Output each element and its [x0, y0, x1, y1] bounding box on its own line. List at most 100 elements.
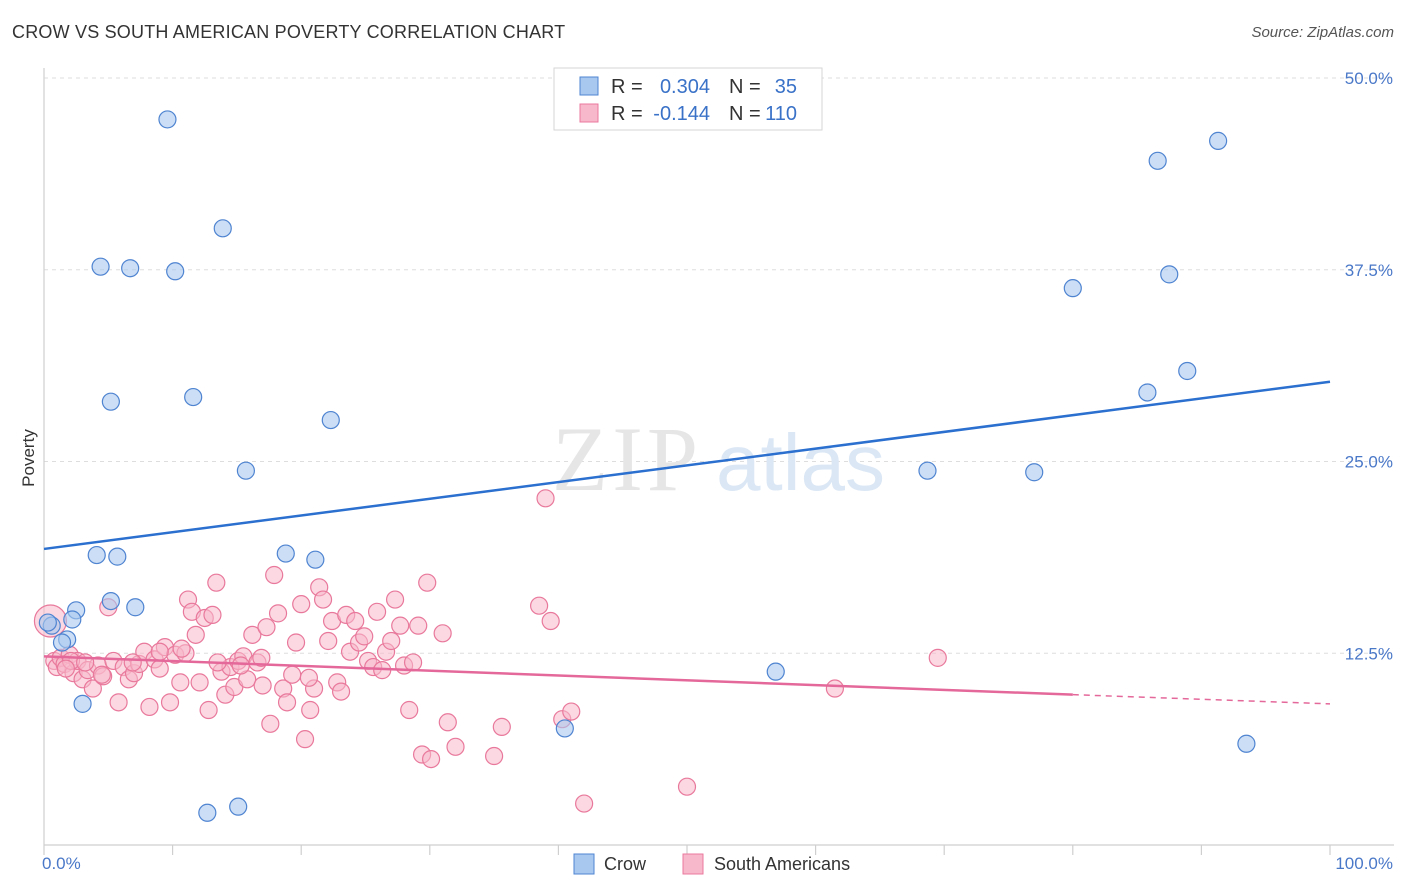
crow-point: [229, 797, 248, 816]
sa-point: [186, 625, 205, 644]
sa-point: [172, 639, 191, 658]
crow-point: [158, 110, 177, 129]
sa-point: [433, 624, 452, 643]
sa-point: [140, 697, 159, 717]
crow-point: [276, 544, 295, 563]
sa-point: [403, 653, 423, 672]
crow-point: [918, 461, 937, 480]
sa-point: [492, 717, 511, 736]
watermark: ZIP atlas: [552, 408, 885, 510]
sa-point: [243, 625, 262, 644]
bottom-legend: Crow South Americans: [573, 853, 850, 875]
crow-point: [1209, 131, 1228, 150]
sa-point: [252, 648, 271, 667]
crow-point: [213, 219, 232, 238]
sa-point: [109, 693, 128, 712]
sa-point: [92, 665, 111, 684]
sa-point: [160, 693, 180, 712]
sa-point: [530, 596, 549, 615]
sa-point: [331, 682, 351, 701]
sa-point: [150, 659, 169, 678]
x-tick-label-end: 100.0%: [1335, 854, 1393, 873]
sa-point: [295, 730, 315, 749]
legend-swatch: [579, 103, 599, 123]
crow-point: [166, 262, 185, 281]
sa-point: [301, 700, 320, 720]
crow-point: [766, 662, 785, 681]
sa-point: [562, 702, 581, 721]
sa-point: [438, 713, 457, 732]
legend-r-value: 0.304: [660, 76, 710, 98]
crow-point: [1138, 383, 1157, 402]
sa-point: [171, 673, 190, 692]
crow-point: [1063, 279, 1082, 298]
crow-point: [101, 392, 120, 411]
chart-title: CROW VS SOUTH AMERICAN POVERTY CORRELATI…: [12, 22, 566, 42]
legend-n-value: 110: [765, 103, 797, 125]
crow-points: [38, 110, 1256, 822]
y-tick-label: 12.5%: [1345, 644, 1393, 663]
crow-legend-swatch: [573, 853, 595, 875]
crow-point: [87, 545, 106, 565]
sa-point: [536, 489, 555, 508]
crow-point: [108, 547, 127, 566]
y-tick-label: 37.5%: [1345, 261, 1393, 280]
sa-point: [203, 605, 222, 625]
axis-labels: 12.5% 25.0% 37.5% 50.0% 0.0% 100.0% Poverty: [19, 69, 1393, 873]
watermark-atlas: atlas: [716, 418, 885, 507]
sa-point: [123, 653, 142, 672]
sa-point: [83, 679, 102, 698]
axes: [43, 68, 1394, 855]
sa-point: [253, 676, 272, 695]
legend-n-label: N =: [729, 103, 761, 125]
sa-point: [207, 573, 226, 592]
crow-point: [38, 613, 57, 632]
sa-point: [346, 611, 365, 631]
crow-point: [1178, 361, 1197, 381]
sa-trend-line: [43, 655, 1073, 696]
y-axis-label: Poverty: [19, 429, 38, 487]
crow-point: [555, 719, 574, 738]
sa-point: [261, 714, 280, 733]
crow-point: [101, 591, 120, 611]
legend-n-value: 35: [775, 76, 797, 98]
sa-point: [382, 631, 401, 651]
sa-point: [56, 659, 75, 678]
sa-trend-extension: [1072, 693, 1331, 705]
south-americans-points: [33, 489, 947, 813]
crow-point: [184, 387, 203, 407]
sa-point: [541, 611, 560, 631]
crow-point: [121, 259, 140, 278]
crow-point: [1237, 734, 1256, 753]
sa-point: [283, 665, 302, 684]
sa-point: [400, 700, 419, 720]
crow-point: [91, 257, 110, 276]
sa-point: [313, 590, 333, 609]
x-tick-label-start: 0.0%: [42, 854, 81, 873]
legend-r-value: -0.144: [653, 103, 710, 125]
y-tick-label: 25.0%: [1345, 453, 1393, 472]
crow-point: [198, 803, 217, 822]
legend-box: [553, 67, 823, 131]
crow-point: [126, 598, 145, 617]
sa-point: [385, 590, 405, 609]
sa-legend-swatch: [682, 853, 704, 875]
source-label: Source: ZipAtlas.com: [1251, 24, 1394, 41]
crow-point: [1160, 265, 1179, 284]
legend-swatch: [579, 76, 599, 96]
legend-r-label: R =: [611, 76, 643, 98]
sa-point: [391, 616, 410, 635]
trend-lines: [43, 380, 1331, 705]
sa-point: [418, 573, 437, 592]
sa-point: [190, 673, 209, 692]
sa-point: [928, 648, 947, 667]
crow-point: [73, 694, 92, 713]
crow-point: [1025, 463, 1044, 482]
legend-n-label: N =: [729, 76, 761, 98]
sa-point: [485, 746, 504, 766]
crow-point: [306, 550, 325, 569]
sa-point: [268, 604, 288, 623]
sa-point: [257, 618, 276, 637]
crow-point: [1148, 151, 1167, 170]
crow-point: [236, 461, 256, 480]
